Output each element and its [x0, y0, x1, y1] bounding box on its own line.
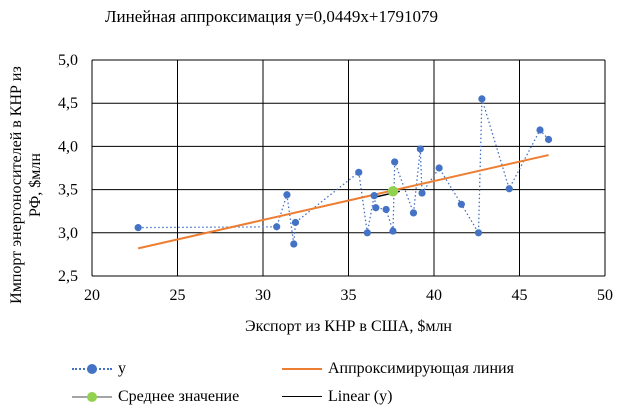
x-axis-label: Экспорт из КНР в США, $млн	[245, 318, 452, 335]
y-tick-label: 4,5	[58, 95, 78, 112]
x-tick-label: 20	[84, 287, 100, 304]
y-tick-label: 3,0	[58, 225, 78, 242]
data-point-y	[370, 192, 378, 200]
data-point-y	[382, 205, 390, 214]
data-point-y	[372, 204, 380, 212]
mean-marker	[387, 186, 399, 197]
data-point-y	[290, 240, 298, 248]
data-point-y	[389, 227, 397, 235]
legend-label-y: y	[118, 360, 126, 377]
data-point-y	[474, 229, 483, 237]
legend-label-approx-line: Аппроксимирующая линия	[328, 360, 514, 377]
legend-item-y: y	[72, 358, 126, 380]
data-point-y	[134, 224, 142, 232]
data-point-y	[536, 126, 544, 134]
data-point-y	[273, 223, 281, 231]
x-tick-label: 25	[170, 287, 186, 304]
legend-item-mean: Среднее значение	[72, 386, 239, 408]
y-axis-label: Импорт энергоносителей в КНР из РФ, $млн	[8, 66, 44, 304]
x-tick-label: 40	[426, 287, 442, 304]
data-point-y	[391, 158, 399, 166]
data-point-y	[291, 218, 300, 227]
data-point-y	[418, 189, 426, 197]
x-tick-label: 50	[597, 287, 613, 304]
data-point-y	[435, 164, 443, 172]
data-point-y	[363, 229, 371, 237]
series-y-connector	[138, 98, 550, 245]
data-point-y	[457, 200, 465, 208]
legend-swatch-y	[72, 362, 112, 376]
data-point-y	[505, 185, 513, 193]
chart-title: Линейная аппроксимация y=0,0449x+1791079	[105, 7, 438, 26]
y-tick-label: 3,5	[58, 182, 78, 199]
data-point-y	[355, 168, 363, 176]
data-point-y	[409, 209, 418, 217]
legend-swatch-linear-y	[282, 390, 322, 404]
y-tick-label: 4,0	[58, 138, 78, 155]
x-tick-label: 45	[512, 287, 528, 304]
data-point-y	[416, 145, 424, 153]
approximating-line	[137, 154, 549, 250]
legend-label-linear-y: Linear (y)	[328, 388, 393, 405]
data-point-y	[283, 191, 291, 199]
x-tick-label: 30	[255, 287, 271, 304]
y-tick-label: 5,0	[58, 52, 78, 69]
legend-swatch-mean	[72, 390, 112, 404]
legend-swatch-approx-line	[282, 362, 322, 376]
legend-item-approx-line: Аппроксимирующая линия	[282, 358, 514, 380]
x-tick-label: 35	[341, 287, 357, 304]
y-tick-label: 2,5	[58, 268, 78, 285]
legend-item-linear-y: Linear (y)	[282, 386, 392, 408]
data-point-y	[478, 95, 486, 103]
data-point-y	[544, 135, 553, 144]
legend-label-mean: Среднее значение	[118, 388, 240, 405]
